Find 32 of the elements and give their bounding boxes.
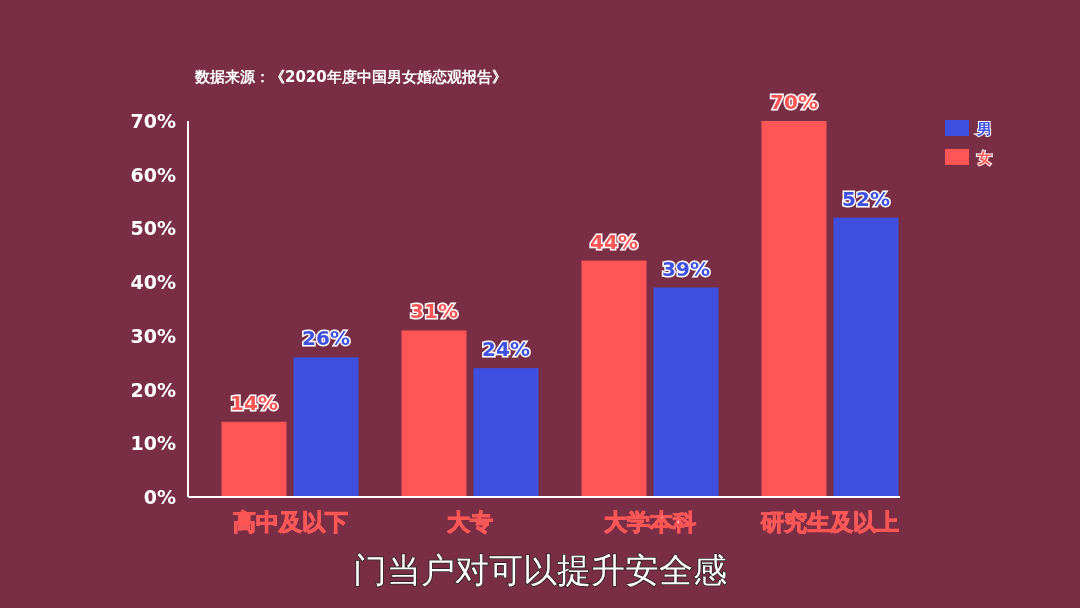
bar: [833, 217, 899, 497]
x-tick-label: 大专: [447, 509, 493, 535]
y-tick-label: 30%: [130, 324, 176, 347]
legend-label: 女: [976, 149, 992, 167]
x-tick-label: 研究生及以上: [760, 509, 899, 535]
x-tick-label: 大学本科: [604, 509, 696, 535]
chart-title: 数据来源：《2020年度中国男女婚恋观报告》: [194, 68, 507, 86]
data-label: 14%: [230, 390, 278, 415]
bar: [293, 357, 359, 497]
bar: [401, 330, 467, 497]
text: 门当户对可以提升安全感: [353, 550, 727, 590]
bar: [473, 368, 539, 497]
y-tick-label: 0%: [143, 486, 176, 508]
x-tick-label: 高中及以下: [232, 509, 348, 535]
y-tick-label: 70%: [130, 110, 176, 132]
legend-label: 男: [976, 120, 992, 138]
bar: [221, 421, 287, 497]
data-label: 24%: [482, 337, 530, 362]
data-label: 39%: [662, 256, 710, 281]
data-label: 44%: [590, 229, 638, 254]
y-tick-label: 40%: [130, 271, 176, 294]
y-tick-label: 10%: [130, 432, 176, 455]
data-label: 70%: [770, 90, 818, 114]
bar: [581, 260, 647, 497]
data-label: 52%: [842, 186, 890, 211]
y-tick-label: 60%: [130, 163, 176, 186]
data-label: 26%: [302, 326, 350, 351]
y-tick-label: 50%: [130, 217, 176, 240]
y-tick-label: 20%: [130, 378, 176, 401]
bar: [761, 121, 827, 497]
bar: [653, 287, 719, 497]
data-label: 31%: [410, 299, 458, 324]
